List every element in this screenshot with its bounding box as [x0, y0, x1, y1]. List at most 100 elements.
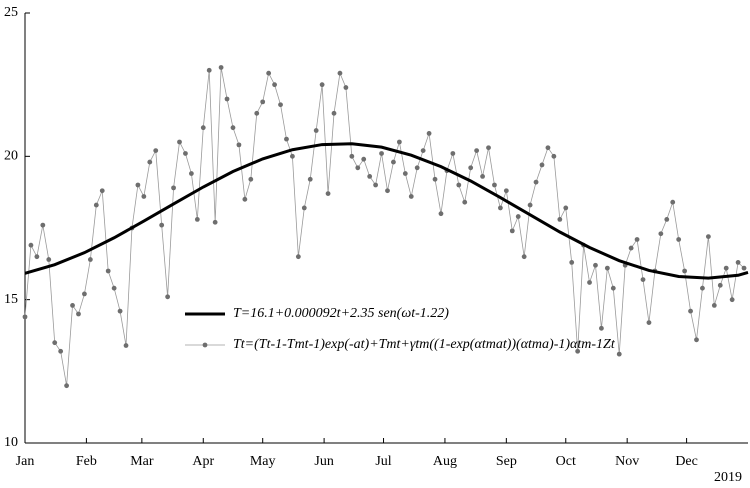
x-tick-label: May — [250, 454, 276, 469]
data-point — [87, 257, 93, 262]
data-point — [557, 217, 563, 222]
y-tick-label: 20 — [4, 149, 18, 164]
x-tick-label: Jul — [375, 454, 391, 469]
data-point — [165, 294, 171, 300]
data-point — [462, 199, 468, 205]
data-point — [337, 70, 343, 76]
data-point — [616, 351, 622, 357]
data-point — [486, 145, 491, 151]
data-point — [349, 153, 355, 159]
data-point — [610, 285, 616, 291]
data-point — [93, 202, 99, 208]
x-tick-label: Aug — [433, 454, 457, 469]
data-point — [705, 234, 711, 240]
data-point — [99, 188, 105, 194]
x-tick-label: Nov — [615, 454, 639, 469]
data-point — [105, 268, 111, 274]
data-point — [147, 159, 153, 165]
data-point — [141, 194, 147, 199]
data-point — [408, 194, 414, 199]
data-point — [658, 231, 664, 237]
data-point — [307, 176, 313, 182]
data-point — [331, 110, 337, 116]
data-point — [492, 182, 497, 188]
data-point — [295, 254, 301, 260]
data-point — [569, 260, 575, 265]
data-point — [46, 257, 52, 262]
data-point — [248, 176, 254, 182]
data-point — [313, 128, 319, 133]
data-point — [224, 96, 230, 102]
data-point — [480, 174, 485, 179]
data-point — [551, 153, 557, 159]
data-point — [58, 348, 64, 354]
data-point — [432, 176, 438, 182]
data-point — [254, 110, 260, 116]
data-point — [278, 102, 283, 108]
x-tick-label: Jun — [314, 454, 333, 469]
data-point — [729, 297, 735, 303]
x-tick-label: Dec — [675, 454, 698, 469]
data-point — [183, 151, 188, 156]
data-point — [236, 142, 242, 148]
data-point — [593, 262, 598, 268]
data-point — [40, 222, 46, 228]
data-point — [474, 148, 480, 154]
data-point — [717, 282, 723, 288]
data-point — [426, 131, 432, 136]
data-point — [230, 125, 236, 131]
data-point — [711, 303, 717, 308]
data-point — [414, 165, 420, 171]
y-tick-label: 25 — [4, 5, 18, 20]
y-tick-label: 10 — [4, 435, 18, 450]
data-point — [343, 85, 349, 90]
data-point — [22, 314, 28, 320]
data-point — [159, 222, 165, 228]
data-point — [266, 70, 272, 76]
data-point — [171, 185, 176, 191]
data-point — [599, 325, 604, 331]
data-point — [135, 182, 141, 188]
x-tick-label: Jan — [16, 454, 35, 469]
series-line — [24, 67, 745, 386]
data-point — [123, 343, 129, 348]
data-point — [604, 265, 610, 271]
data-point — [497, 205, 503, 211]
data-point — [153, 148, 159, 154]
legend-marker — [202, 342, 208, 348]
data-point — [640, 277, 646, 282]
data-point — [634, 237, 640, 242]
data-point — [468, 165, 474, 171]
data-point — [694, 337, 699, 343]
data-point — [70, 303, 75, 308]
data-point — [450, 151, 456, 156]
data-point — [82, 291, 87, 297]
data-point — [188, 171, 194, 176]
data-point — [575, 348, 581, 354]
data-point — [373, 182, 379, 188]
data-point — [628, 245, 634, 251]
data-point — [456, 182, 462, 188]
data-point — [545, 145, 551, 151]
data-point — [587, 280, 592, 285]
data-point — [539, 162, 545, 168]
data-point — [646, 320, 652, 325]
data-point — [533, 179, 539, 185]
data-point — [670, 199, 676, 205]
y-tick-label: 15 — [4, 292, 18, 307]
x-tick-label: Oct — [556, 454, 576, 469]
data-point — [527, 202, 533, 208]
legend-label: Tt=(Tt-1-Tmt-1)exp(-at)+Tmt+γtm((1-exp(α… — [233, 337, 616, 352]
data-point — [379, 151, 384, 156]
data-point — [741, 265, 747, 271]
data-point — [420, 148, 426, 154]
data-point — [64, 383, 69, 389]
data-point — [325, 191, 331, 197]
data-point — [28, 242, 34, 248]
data-point — [177, 139, 182, 145]
data-point — [117, 308, 123, 314]
data-point — [218, 65, 224, 70]
data-point — [111, 285, 117, 291]
data-point — [521, 254, 527, 260]
